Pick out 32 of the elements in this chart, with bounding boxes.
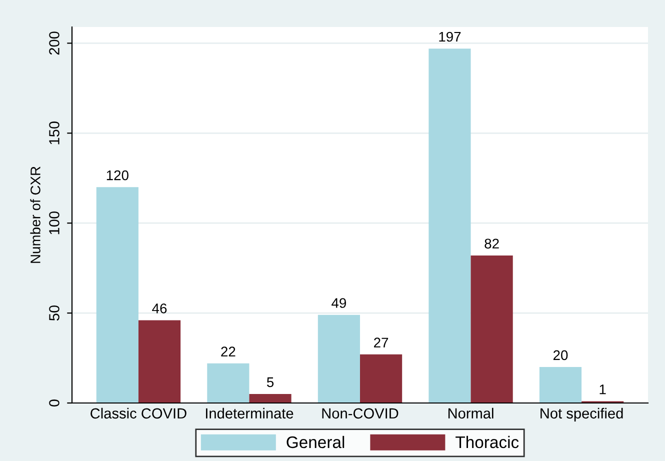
data-label: 20	[553, 350, 568, 360]
y-tick-label: 100	[49, 212, 60, 234]
x-tick-label: Indeterminate	[206, 408, 294, 419]
data-label: 22	[221, 346, 236, 356]
bar	[96, 187, 138, 403]
legend-label: General	[286, 436, 344, 448]
data-label: 46	[152, 303, 167, 314]
x-tick-label: Non-COVID	[322, 408, 398, 419]
bar	[138, 320, 181, 403]
y-tick-label: 0	[49, 400, 60, 406]
data-label: 27	[374, 338, 388, 348]
bar	[470, 255, 513, 403]
y-tick-label: 150	[49, 122, 60, 144]
legend-label: Thoracic	[456, 436, 519, 448]
data-label: 82	[484, 238, 499, 249]
y-tick-label: 200	[49, 32, 60, 55]
data-label: 1	[600, 384, 606, 394]
y-tick-label: 50	[49, 306, 60, 321]
bar	[539, 367, 582, 403]
data-label: 197	[439, 32, 461, 42]
x-tick-label: Normal	[448, 408, 494, 419]
x-tick-label: Not specified	[540, 408, 623, 422]
bar	[249, 394, 292, 403]
data-label: 49	[332, 298, 346, 308]
bar	[207, 363, 250, 403]
bar	[428, 48, 471, 403]
bar	[318, 314, 360, 403]
x-tick-label: Classic COVID	[90, 408, 186, 419]
data-label: 5	[266, 377, 274, 388]
y-axis-title: Number of CXR	[30, 166, 40, 263]
data-label: 120	[106, 170, 128, 180]
bar	[360, 354, 402, 403]
